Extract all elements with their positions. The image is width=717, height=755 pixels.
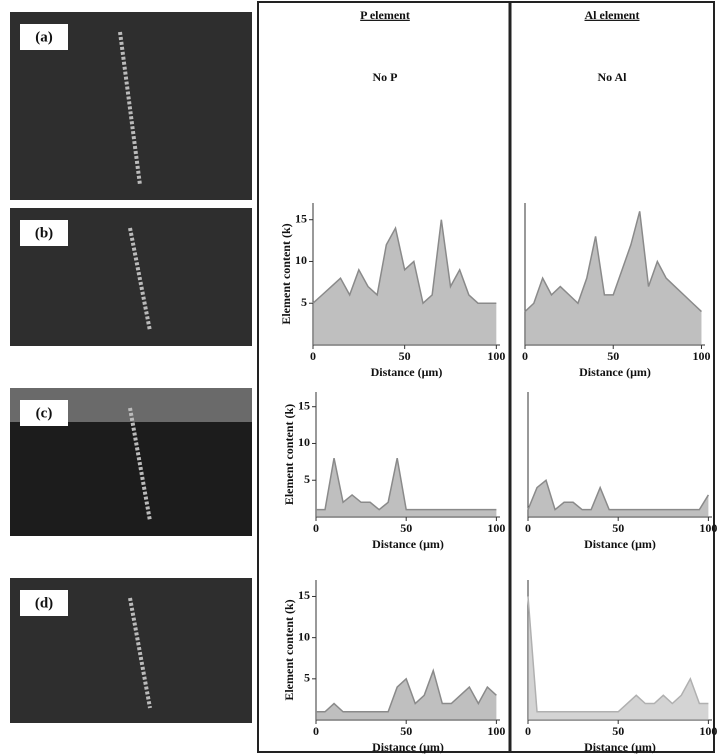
x-axis-label: Distance (μm) [584, 537, 656, 551]
panel-label-box [20, 590, 68, 616]
y-axis-label: Element content (k) [282, 404, 296, 505]
y-tick-label: 15 [298, 588, 310, 602]
crack [128, 597, 152, 709]
x-tick-label: 100 [692, 349, 710, 363]
panel-label: (a) [35, 29, 53, 45]
x-axis-label: Distance (μm) [579, 365, 651, 379]
crack [118, 31, 142, 186]
x-axis-label: Distance (μm) [584, 740, 656, 754]
x-tick-label: 50 [607, 349, 619, 363]
y-tick-label: 15 [298, 398, 310, 412]
panel-label-box [20, 400, 68, 426]
element-profile-area [316, 670, 497, 720]
x-tick-label: 0 [525, 724, 531, 738]
element-profile-area [525, 211, 702, 345]
x-axis-label: Distance (μm) [372, 537, 444, 551]
x-axis-label: Distance (μm) [371, 365, 443, 379]
x-tick-label: 50 [612, 724, 624, 738]
element-profile [524, 211, 702, 313]
note: No P [373, 70, 398, 84]
element-profile [312, 219, 497, 305]
panel-label-box [20, 24, 68, 50]
panel-label: (d) [35, 595, 53, 611]
column-header: P element [360, 8, 410, 22]
x-tick-label: 0 [313, 521, 319, 535]
element-profile [316, 668, 497, 713]
panel-frame [257, 1, 715, 753]
element-profile-area [313, 219, 497, 345]
x-tick-label: 100 [699, 724, 717, 738]
panel-label-box [20, 220, 68, 246]
column-header: Al element [585, 8, 640, 22]
y-axis-label: Element content (k) [279, 223, 293, 324]
x-tick-label: 100 [487, 521, 505, 535]
y-tick-label: 5 [304, 472, 310, 486]
x-tick-label: 50 [612, 521, 624, 535]
note: No Al [597, 70, 627, 84]
x-axis-label: Distance (μm) [372, 740, 444, 754]
x-tick-label: 100 [699, 521, 717, 535]
x-tick-label: 50 [399, 349, 411, 363]
panel-label: (b) [35, 225, 53, 241]
element-profile-area [528, 596, 709, 720]
x-tick-label: 0 [313, 724, 319, 738]
x-tick-label: 100 [487, 349, 505, 363]
panel-label: (c) [36, 405, 53, 421]
y-tick-label: 10 [298, 629, 310, 643]
y-tick-label: 10 [298, 435, 310, 449]
x-tick-label: 0 [522, 349, 528, 363]
element-profile [527, 478, 710, 511]
element-profile [316, 458, 497, 511]
crack [128, 227, 152, 332]
x-tick-label: 50 [400, 724, 412, 738]
x-tick-label: 100 [487, 724, 505, 738]
element-profile [527, 596, 709, 713]
x-tick-label: 0 [525, 521, 531, 535]
element-profile-area [528, 480, 709, 517]
y-tick-label: 15 [295, 211, 307, 225]
x-tick-label: 0 [310, 349, 316, 363]
x-tick-label: 50 [400, 521, 412, 535]
y-tick-label: 5 [304, 671, 310, 685]
crack [128, 407, 152, 522]
y-tick-label: 5 [301, 295, 307, 309]
y-tick-label: 10 [295, 253, 307, 267]
y-axis-label: Element content (k) [282, 599, 296, 700]
